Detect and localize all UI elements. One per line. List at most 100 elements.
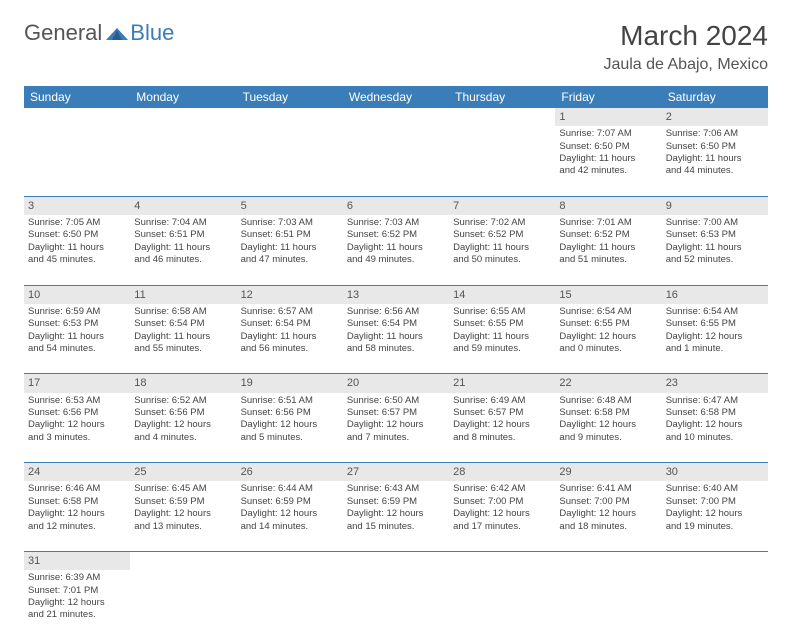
sunrise-text: Sunrise: 6:51 AM xyxy=(241,395,339,407)
sunset-text: Sunset: 6:55 PM xyxy=(559,318,657,330)
sunset-text: Sunset: 6:52 PM xyxy=(453,229,551,241)
daylight-text: and 42 minutes. xyxy=(559,165,657,177)
sunrise-text: Sunrise: 6:50 AM xyxy=(347,395,445,407)
sunset-text: Sunset: 7:00 PM xyxy=(559,496,657,508)
sunrise-text: Sunrise: 6:52 AM xyxy=(134,395,232,407)
day-number-cell: 18 xyxy=(130,374,236,393)
daylight-text: Daylight: 12 hours xyxy=(28,508,126,520)
sunrise-text: Sunrise: 6:44 AM xyxy=(241,483,339,495)
day-detail-cell: Sunrise: 6:55 AMSunset: 6:55 PMDaylight:… xyxy=(449,304,555,374)
day-detail-cell: Sunrise: 7:01 AMSunset: 6:52 PMDaylight:… xyxy=(555,215,661,285)
day-number-cell: 10 xyxy=(24,285,130,304)
day-number: 26 xyxy=(241,466,253,478)
weekday-header-row: Sunday Monday Tuesday Wednesday Thursday… xyxy=(24,86,768,108)
sunset-text: Sunset: 6:58 PM xyxy=(666,407,764,419)
day-number-cell: 21 xyxy=(449,374,555,393)
day-number-cell: 29 xyxy=(555,463,661,482)
sunset-text: Sunset: 6:51 PM xyxy=(241,229,339,241)
daylight-text: and 54 minutes. xyxy=(28,343,126,355)
sunset-text: Sunset: 6:59 PM xyxy=(241,496,339,508)
header: General Blue March 2024 Jaula de Abajo, … xyxy=(24,20,768,74)
daylight-text: Daylight: 11 hours xyxy=(666,242,764,254)
day-detail-cell xyxy=(24,126,130,196)
day-number-row: 24252627282930 xyxy=(24,463,768,482)
daylight-text: Daylight: 11 hours xyxy=(28,242,126,254)
daylight-text: Daylight: 11 hours xyxy=(666,153,764,165)
day-detail-cell xyxy=(662,570,768,640)
daylight-text: Daylight: 12 hours xyxy=(559,419,657,431)
sunset-text: Sunset: 6:57 PM xyxy=(347,407,445,419)
daylight-text: and 15 minutes. xyxy=(347,521,445,533)
sunset-text: Sunset: 6:59 PM xyxy=(347,496,445,508)
daylight-text: and 59 minutes. xyxy=(453,343,551,355)
daylight-text: and 8 minutes. xyxy=(453,432,551,444)
day-detail-cell xyxy=(130,126,236,196)
day-number: 15 xyxy=(559,289,571,301)
sunset-text: Sunset: 6:59 PM xyxy=(134,496,232,508)
weekday-header: Sunday xyxy=(24,86,130,108)
daylight-text: and 49 minutes. xyxy=(347,254,445,266)
logo-text-2: Blue xyxy=(130,20,174,46)
daylight-text: Daylight: 11 hours xyxy=(134,331,232,343)
day-number: 20 xyxy=(347,377,359,389)
day-number: 14 xyxy=(453,289,465,301)
day-detail-cell: Sunrise: 6:56 AMSunset: 6:54 PMDaylight:… xyxy=(343,304,449,374)
sunrise-text: Sunrise: 7:03 AM xyxy=(241,217,339,229)
day-number-cell: 23 xyxy=(662,374,768,393)
day-number-cell: 4 xyxy=(130,196,236,215)
day-number-cell xyxy=(343,551,449,570)
day-detail-cell: Sunrise: 6:59 AMSunset: 6:53 PMDaylight:… xyxy=(24,304,130,374)
sunrise-text: Sunrise: 6:57 AM xyxy=(241,306,339,318)
daylight-text: Daylight: 11 hours xyxy=(28,331,126,343)
day-detail-row: Sunrise: 6:39 AMSunset: 7:01 PMDaylight:… xyxy=(24,570,768,640)
day-number-cell xyxy=(449,551,555,570)
daylight-text: Daylight: 12 hours xyxy=(347,419,445,431)
daylight-text: Daylight: 12 hours xyxy=(453,508,551,520)
day-detail-cell xyxy=(237,570,343,640)
day-detail-cell: Sunrise: 6:41 AMSunset: 7:00 PMDaylight:… xyxy=(555,481,661,551)
day-number: 10 xyxy=(28,289,40,301)
daylight-text: Daylight: 11 hours xyxy=(453,242,551,254)
day-detail-cell: Sunrise: 6:49 AMSunset: 6:57 PMDaylight:… xyxy=(449,393,555,463)
daylight-text: and 21 minutes. xyxy=(28,609,126,621)
day-number: 6 xyxy=(347,200,353,212)
sunset-text: Sunset: 6:54 PM xyxy=(134,318,232,330)
daylight-text: Daylight: 12 hours xyxy=(28,419,126,431)
day-number-cell: 19 xyxy=(237,374,343,393)
day-number-cell xyxy=(237,108,343,126)
day-detail-cell: Sunrise: 6:43 AMSunset: 6:59 PMDaylight:… xyxy=(343,481,449,551)
daylight-text: and 19 minutes. xyxy=(666,521,764,533)
sunrise-text: Sunrise: 6:54 AM xyxy=(666,306,764,318)
daylight-text: and 55 minutes. xyxy=(134,343,232,355)
day-number-cell: 26 xyxy=(237,463,343,482)
logo-text-1: General xyxy=(24,20,102,46)
day-detail-cell: Sunrise: 6:45 AMSunset: 6:59 PMDaylight:… xyxy=(130,481,236,551)
day-number: 23 xyxy=(666,377,678,389)
title-block: March 2024 Jaula de Abajo, Mexico xyxy=(603,20,768,74)
day-detail-row: Sunrise: 7:05 AMSunset: 6:50 PMDaylight:… xyxy=(24,215,768,285)
sunrise-text: Sunrise: 6:58 AM xyxy=(134,306,232,318)
daylight-text: Daylight: 11 hours xyxy=(347,242,445,254)
day-number: 1 xyxy=(559,111,565,123)
day-detail-cell: Sunrise: 7:03 AMSunset: 6:51 PMDaylight:… xyxy=(237,215,343,285)
day-number-cell xyxy=(449,108,555,126)
sunset-text: Sunset: 7:00 PM xyxy=(666,496,764,508)
daylight-text: Daylight: 11 hours xyxy=(559,153,657,165)
sunrise-text: Sunrise: 7:07 AM xyxy=(559,128,657,140)
daylight-text: Daylight: 12 hours xyxy=(453,419,551,431)
day-number: 30 xyxy=(666,466,678,478)
day-number: 5 xyxy=(241,200,247,212)
day-number-cell xyxy=(130,108,236,126)
day-number-cell: 24 xyxy=(24,463,130,482)
daylight-text: and 1 minute. xyxy=(666,343,764,355)
day-number: 12 xyxy=(241,289,253,301)
day-number-row: 17181920212223 xyxy=(24,374,768,393)
day-number-cell: 20 xyxy=(343,374,449,393)
daylight-text: Daylight: 12 hours xyxy=(241,508,339,520)
day-number: 19 xyxy=(241,377,253,389)
day-detail-cell xyxy=(343,570,449,640)
sunset-text: Sunset: 6:55 PM xyxy=(453,318,551,330)
sunrise-text: Sunrise: 6:47 AM xyxy=(666,395,764,407)
day-number: 18 xyxy=(134,377,146,389)
day-number: 25 xyxy=(134,466,146,478)
